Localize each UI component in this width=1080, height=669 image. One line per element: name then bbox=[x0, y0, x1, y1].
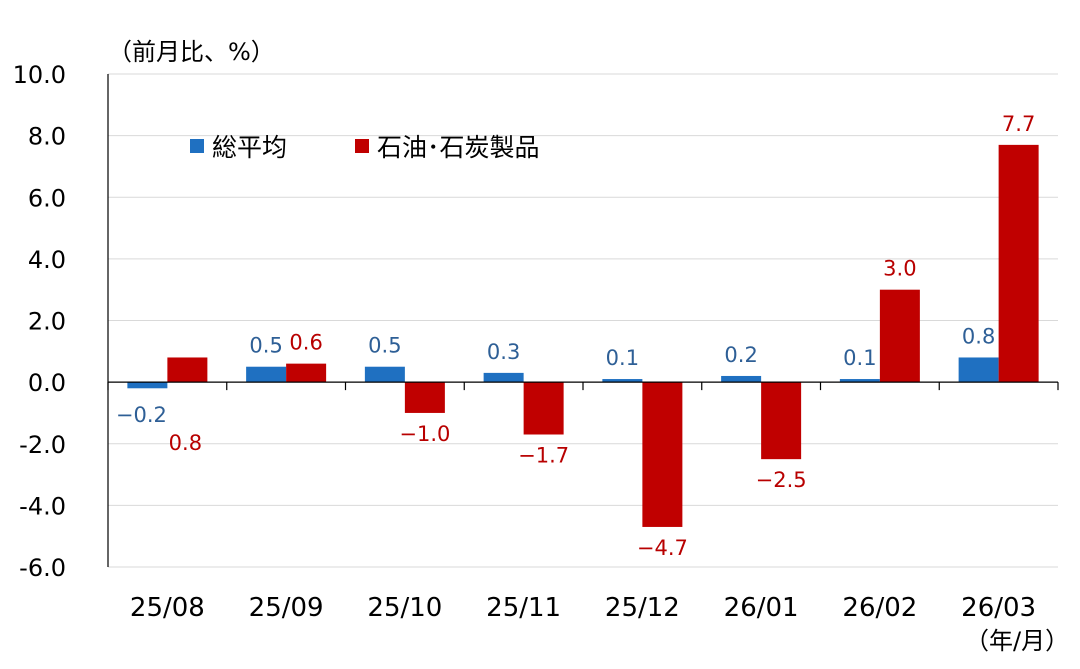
x-category-label: 26/01 bbox=[724, 593, 799, 623]
bar-overall bbox=[721, 375, 762, 383]
bar-petroleum-coal bbox=[404, 382, 445, 413]
data-label: 0.1 bbox=[843, 346, 876, 370]
data-label: 7.7 bbox=[1002, 112, 1035, 136]
y-tick-label: -2.0 bbox=[19, 431, 66, 459]
data-labels: −0.2 0.5 0.5 0.3 0.1 0.2 0.1 0.8 0.8 0.6 −1.0 −1.7 −… bbox=[116, 112, 1035, 560]
x-axis-unit-label: （年/月） bbox=[965, 627, 1069, 655]
bar-petroleum-coal bbox=[761, 382, 802, 460]
bar-overall bbox=[364, 366, 405, 383]
bar-petroleum-coal bbox=[523, 382, 564, 435]
data-label: 0.1 bbox=[606, 346, 639, 370]
x-category-label: 25/12 bbox=[605, 593, 680, 623]
x-category-label: 25/08 bbox=[130, 593, 205, 623]
y-tick-label: -4.0 bbox=[19, 492, 66, 520]
legend-label: 石油･石炭製品 bbox=[377, 133, 540, 162]
bar-overall bbox=[602, 379, 643, 383]
x-category-label: 25/09 bbox=[249, 593, 324, 623]
bar-overall bbox=[839, 379, 880, 383]
data-label: 0.8 bbox=[962, 324, 995, 348]
data-label: −1.7 bbox=[518, 444, 569, 468]
data-label: −2.5 bbox=[756, 468, 807, 492]
bar-petroleum-coal bbox=[998, 144, 1039, 383]
legend-label: 総平均 bbox=[212, 133, 287, 162]
data-label: −4.7 bbox=[637, 536, 688, 560]
data-label: −0.2 bbox=[116, 403, 167, 427]
x-category-label: 26/03 bbox=[961, 593, 1036, 623]
y-axis-unit-label: （前月比、%） bbox=[108, 38, 275, 66]
legend: 総平均 石油･石炭製品 bbox=[190, 133, 540, 162]
y-tick-label: 2.0 bbox=[28, 308, 66, 336]
legend-swatch bbox=[355, 139, 369, 153]
bar-overall bbox=[958, 357, 999, 383]
y-tick-label: 0.0 bbox=[28, 369, 66, 397]
data-label: 3.0 bbox=[883, 257, 916, 281]
data-label: 0.5 bbox=[368, 334, 401, 358]
y-tick-label: 4.0 bbox=[28, 246, 66, 274]
y-tick-label: -6.0 bbox=[19, 554, 66, 582]
data-label: −1.0 bbox=[399, 422, 450, 446]
data-label: 0.3 bbox=[487, 340, 520, 364]
bar-petroleum-coal bbox=[642, 382, 683, 527]
x-category-label: 25/11 bbox=[486, 593, 561, 623]
axes bbox=[107, 74, 1059, 567]
bar-overall bbox=[483, 372, 524, 383]
data-label: 0.6 bbox=[289, 331, 322, 355]
bars bbox=[127, 144, 1039, 527]
y-tick-labels: 10.0 8.0 6.0 4.0 2.0 0.0 -2.0 -4.0 -6.0 bbox=[13, 61, 66, 582]
y-tick-label: 6.0 bbox=[28, 184, 66, 212]
bar-overall bbox=[246, 366, 287, 383]
y-tick-label: 8.0 bbox=[28, 123, 66, 151]
legend-swatch bbox=[190, 139, 204, 153]
bar-petroleum-coal bbox=[286, 363, 327, 383]
data-label: 0.2 bbox=[724, 343, 757, 367]
y-tick-label: 10.0 bbox=[13, 61, 66, 89]
bar-petroleum-coal bbox=[167, 357, 208, 383]
x-category-labels: 25/08 25/09 25/10 25/11 25/12 26/01 26/02 26/03 bbox=[130, 593, 1036, 623]
x-category-label: 26/02 bbox=[842, 593, 917, 623]
bar-petroleum-coal bbox=[879, 289, 920, 383]
bar-overall bbox=[127, 382, 168, 389]
data-label: 0.5 bbox=[249, 334, 282, 358]
data-label: 0.8 bbox=[169, 431, 202, 455]
x-category-label: 25/10 bbox=[367, 593, 442, 623]
